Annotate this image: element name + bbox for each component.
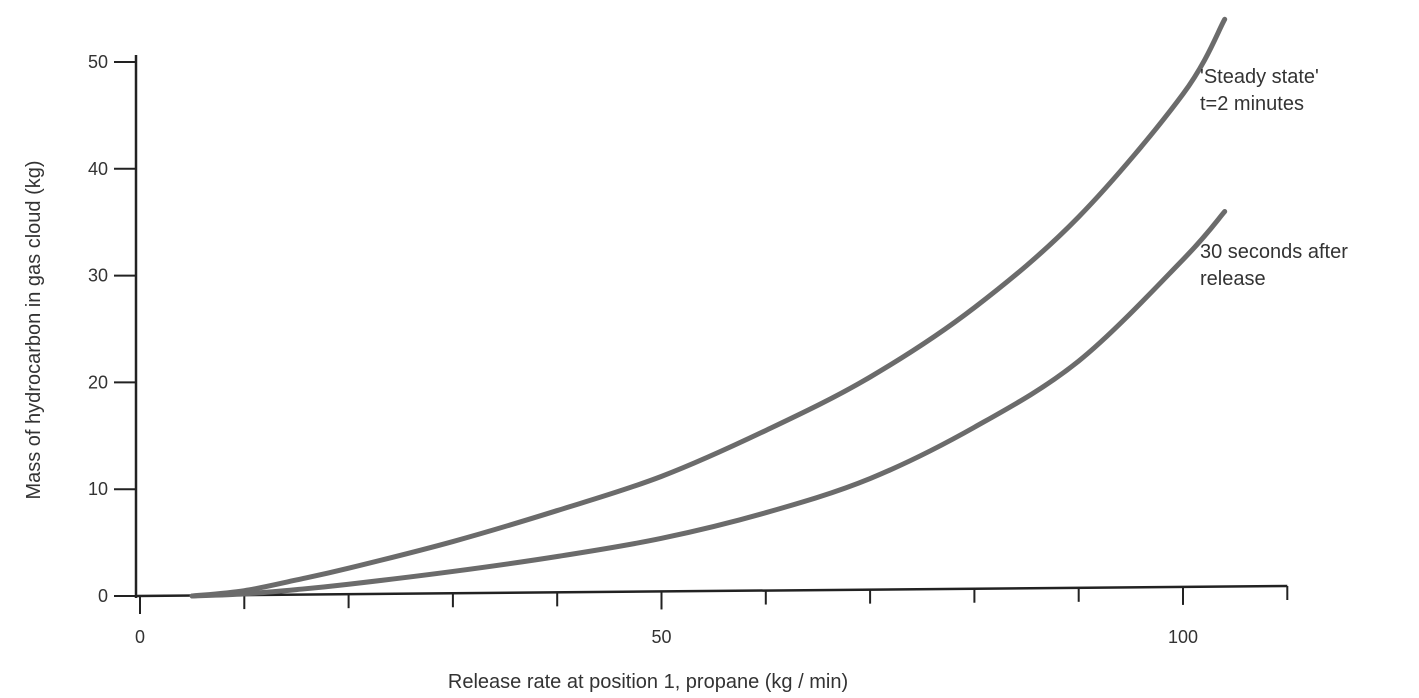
series-label-2: 30 seconds after release bbox=[1200, 241, 1348, 290]
series bbox=[189, 16, 1228, 599]
series-line-1 bbox=[189, 16, 1228, 599]
series-labels: 'Steady state' t=2 minutes 30 seconds afte… bbox=[1200, 66, 1348, 290]
x-tick-label-0: 0 bbox=[135, 627, 145, 647]
series-label-1: 'Steady state' t=2 minutes bbox=[1200, 66, 1319, 115]
series-line-2 bbox=[189, 209, 1228, 599]
y-tick-label-10: 10 bbox=[88, 479, 108, 499]
y-tick-label-0: 0 bbox=[98, 586, 108, 606]
y-tick-label-20: 20 bbox=[88, 372, 108, 392]
series-label-1-line-2: t=2 minutes bbox=[1200, 93, 1304, 115]
x-axis-title: Release rate at position 1, propane (kg … bbox=[448, 671, 848, 693]
x-tick-label-50: 50 bbox=[651, 627, 671, 647]
series-label-1-line-1: 'Steady state' bbox=[1200, 66, 1319, 88]
y-axis-title: Mass of hydrocarbon in gas cloud (kg) bbox=[23, 160, 45, 499]
x-tick-label-100: 100 bbox=[1168, 627, 1198, 647]
y-tick-label-30: 30 bbox=[88, 266, 108, 286]
ticks: 0 50 100 0 10 20 30 40 50 bbox=[88, 52, 1289, 647]
y-tick-label-50: 50 bbox=[88, 52, 108, 72]
series-label-2-line-1: 30 seconds after bbox=[1200, 241, 1348, 263]
series-label-2-line-2: release bbox=[1200, 268, 1266, 290]
y-tick-label-40: 40 bbox=[88, 159, 108, 179]
x-axis-line bbox=[135, 584, 1288, 598]
axes bbox=[134, 55, 1288, 598]
